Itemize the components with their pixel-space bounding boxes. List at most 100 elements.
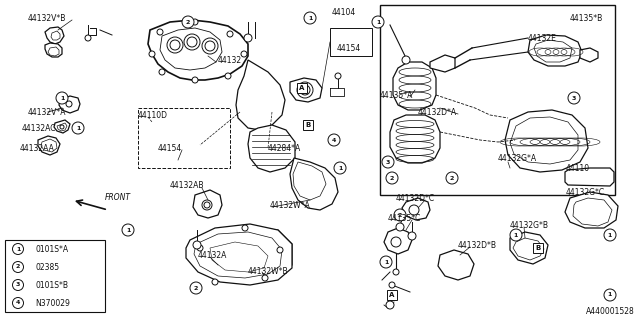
- Circle shape: [56, 92, 68, 104]
- Text: 44132G*B: 44132G*B: [510, 220, 549, 229]
- Text: 2: 2: [398, 212, 402, 218]
- Circle shape: [205, 41, 215, 51]
- Polygon shape: [505, 110, 588, 172]
- Circle shape: [304, 12, 316, 24]
- Text: 44110D: 44110D: [138, 110, 168, 119]
- Bar: [330, 28, 372, 56]
- Polygon shape: [160, 28, 222, 70]
- Polygon shape: [148, 20, 248, 80]
- Text: 44132V*A: 44132V*A: [28, 108, 67, 116]
- Circle shape: [212, 279, 218, 285]
- Polygon shape: [565, 192, 618, 228]
- Circle shape: [372, 16, 384, 28]
- Text: 1: 1: [608, 233, 612, 237]
- Text: 44284*A: 44284*A: [268, 143, 301, 153]
- Circle shape: [122, 224, 134, 236]
- Text: 0101S*B: 0101S*B: [35, 281, 68, 290]
- Text: 1: 1: [384, 260, 388, 265]
- Circle shape: [204, 202, 210, 208]
- Text: 1: 1: [514, 233, 518, 237]
- Polygon shape: [51, 31, 60, 40]
- Circle shape: [604, 229, 616, 241]
- Circle shape: [334, 162, 346, 174]
- Polygon shape: [193, 190, 222, 218]
- Text: 3: 3: [386, 159, 390, 164]
- Polygon shape: [45, 43, 62, 57]
- Text: 44132A: 44132A: [198, 251, 227, 260]
- Bar: [5, 240, 105, 312]
- Text: 44132V*B: 44132V*B: [28, 13, 67, 22]
- Circle shape: [13, 298, 24, 308]
- Text: B: B: [305, 122, 310, 128]
- Circle shape: [167, 37, 183, 53]
- Circle shape: [202, 200, 212, 210]
- Polygon shape: [384, 228, 412, 254]
- Circle shape: [391, 237, 401, 247]
- Circle shape: [241, 51, 247, 57]
- Text: A: A: [389, 292, 395, 298]
- Circle shape: [409, 205, 419, 215]
- Bar: [303, 120, 313, 130]
- Text: 1: 1: [608, 292, 612, 298]
- Circle shape: [380, 256, 392, 268]
- Circle shape: [262, 275, 268, 281]
- Circle shape: [242, 225, 248, 231]
- Polygon shape: [290, 158, 338, 210]
- Bar: [138, 108, 230, 168]
- Text: 44154: 44154: [158, 143, 182, 153]
- Polygon shape: [186, 224, 292, 285]
- Polygon shape: [393, 62, 436, 110]
- Text: 44132D*C: 44132D*C: [396, 194, 435, 203]
- Text: 1: 1: [126, 228, 130, 233]
- Text: 44132W*B: 44132W*B: [248, 268, 289, 276]
- Text: 1: 1: [76, 125, 80, 131]
- Text: 2: 2: [194, 285, 198, 291]
- Polygon shape: [48, 47, 59, 56]
- Polygon shape: [194, 232, 282, 278]
- Polygon shape: [59, 96, 80, 113]
- Polygon shape: [293, 162, 326, 200]
- Text: 1: 1: [376, 20, 380, 25]
- Text: N370029: N370029: [35, 299, 70, 308]
- Polygon shape: [510, 117, 578, 164]
- Circle shape: [300, 85, 310, 95]
- Circle shape: [60, 125, 64, 129]
- Circle shape: [446, 172, 458, 184]
- Text: 44132D*A: 44132D*A: [418, 108, 457, 116]
- Circle shape: [72, 122, 84, 134]
- Text: 0101S*A: 0101S*A: [35, 244, 68, 253]
- Circle shape: [382, 156, 394, 168]
- Text: 44132AC: 44132AC: [22, 124, 56, 132]
- Text: 44154: 44154: [337, 44, 361, 52]
- Circle shape: [227, 31, 233, 37]
- Circle shape: [170, 40, 180, 50]
- Text: 1: 1: [308, 15, 312, 20]
- Circle shape: [408, 232, 416, 240]
- Polygon shape: [236, 60, 285, 130]
- Text: 44132G*C: 44132G*C: [566, 188, 605, 196]
- Polygon shape: [45, 27, 64, 44]
- Circle shape: [184, 34, 200, 50]
- Text: 44132AB: 44132AB: [170, 180, 205, 189]
- Circle shape: [149, 51, 155, 57]
- Polygon shape: [234, 236, 280, 272]
- Circle shape: [13, 244, 24, 254]
- Polygon shape: [534, 40, 572, 62]
- Text: 44135*C: 44135*C: [388, 213, 421, 222]
- Circle shape: [187, 37, 197, 47]
- Bar: [380, 5, 615, 195]
- Text: 02385: 02385: [35, 262, 59, 271]
- Text: A: A: [300, 85, 305, 91]
- Text: 2: 2: [390, 175, 394, 180]
- Text: 3: 3: [572, 95, 576, 100]
- Circle shape: [386, 301, 394, 309]
- Text: 44132E: 44132E: [528, 34, 557, 43]
- Text: 2: 2: [450, 175, 454, 180]
- Circle shape: [402, 56, 410, 64]
- Circle shape: [510, 229, 522, 241]
- Circle shape: [393, 269, 399, 275]
- Circle shape: [182, 16, 194, 28]
- Text: 44110: 44110: [566, 164, 590, 172]
- Text: 44132AA: 44132AA: [20, 143, 55, 153]
- Polygon shape: [513, 238, 544, 260]
